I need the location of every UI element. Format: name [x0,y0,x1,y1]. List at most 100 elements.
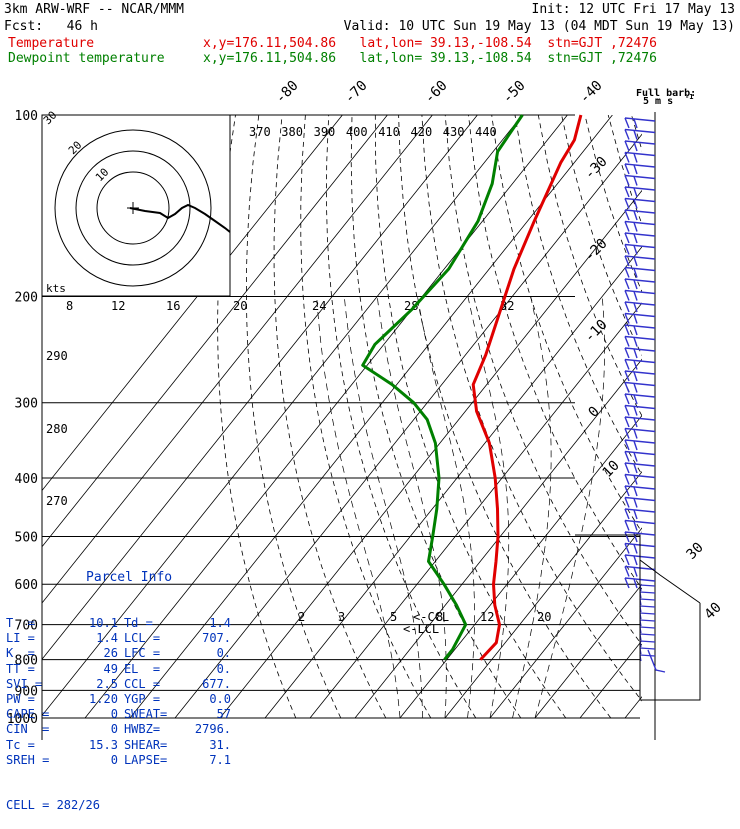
mixing-ratio-label: 12 [480,610,494,624]
wind-barb-icon [648,650,665,672]
wind-barb-icon [625,245,629,255]
wind-barb-icon [625,521,655,524]
wind-barb-icon [625,291,629,301]
isotherm-label: -70 [342,78,371,107]
theta-label: 380 [281,125,303,139]
theta-label: 370 [249,125,271,139]
isotherm-label: -10 [582,317,611,346]
wind-barb-icon [640,606,655,607]
temperature-profile-line [473,115,581,660]
parcel-cell: 1.4 [182,616,231,631]
parcel-cell: T = [6,616,64,631]
wind-barb-icon [625,153,629,163]
theta-label: 440 [475,125,497,139]
wind-barb-icon [625,521,629,531]
parcel-cell: 26 [64,646,118,661]
wind-barb-icon [625,210,655,213]
parcel-cell: 0 [64,707,118,722]
wind-barb-icon [634,292,637,301]
dry-adiabat-line [585,115,740,718]
barb-frame [575,535,700,700]
wind-barb-icon [625,371,655,374]
isotherm-line [580,115,740,718]
wind-barb-icon [625,118,629,128]
wind-barb-icon [625,164,655,167]
wind-barb-icon [625,164,629,174]
wind-barb-icon [625,532,629,542]
wind-barb-icon [625,256,655,259]
wind-barb-icon [640,585,655,586]
parcel-cell: LI = [6,631,64,646]
dry-adiabat-line [538,115,740,718]
wind-barb-icon [634,476,637,485]
moist-adiabat-grid [317,297,605,719]
mixing-ratio-label: 16 [166,299,180,313]
parcel-cell: 1.4 [64,631,118,646]
parcel-cell: LFC = [118,646,182,661]
wind-barb-icon [625,268,629,278]
inset-theta-label: 290 [46,349,68,363]
wind-barb-icon [634,234,637,243]
pressure-tick-label: 300 [15,397,38,412]
wind-barb-icon [625,360,629,370]
wind-barb-icon [640,634,655,635]
parcel-cell: 10.1 [64,616,118,631]
wind-barb-icon [634,211,637,220]
mixing-ratio-label: 12 [111,299,125,313]
theta-label: 430 [443,125,465,139]
isotherm-label: -40 [577,78,606,107]
wind-barb-icon [634,246,637,255]
wind-barb-icon [625,314,655,317]
wind-barb-icon [634,154,637,163]
parcel-cell: 0.0 [182,692,231,707]
wind-barb-icon [634,441,637,450]
wind-barb-icon [640,641,655,642]
wind-barb-icon [634,464,637,473]
wind-barb-icon [625,141,629,151]
wind-barb-icon [625,130,655,133]
wind-barb-icon [640,620,655,621]
isotherm-line [310,115,740,718]
parcel-cell: 707. [182,631,231,646]
isotherm-label: -60 [422,78,451,107]
barb-frame [640,560,700,603]
wind-barb-icon [625,440,655,443]
wind-barb-icon [634,510,637,519]
moist-adiabat-line [535,297,605,719]
wind-barb-icon [640,592,655,593]
parcel-cell: PW = [6,692,64,707]
wind-barb-icon [634,487,637,496]
dry-adiabat-line [274,115,386,718]
parcel-cell: 57 [182,707,231,722]
wind-barb-icon [634,568,637,577]
wind-barb-icon [634,326,637,335]
wind-barb-icon [625,291,655,294]
dry-adiabat-line [725,115,740,718]
wind-barb-icon [634,338,637,347]
wind-barb-icon [625,199,655,202]
wind-barb-icon [634,177,637,186]
wind-barb-icon [625,279,655,282]
dry-adiabat-line [678,115,740,718]
wind-barb-icon [625,279,629,289]
wind-barb-icon [625,498,655,501]
isotherm-label: 10 [600,458,623,481]
wind-barb-icon [625,463,655,466]
wind-barb-icon [634,349,637,358]
wind-barb-icon [625,153,655,156]
parcel-cell: SWEAT= [118,707,182,722]
wind-barb-icon [625,233,629,243]
parcel-cell: SVI = [6,677,64,692]
wind-barb-icon [625,130,629,140]
isotherm-line [220,115,702,718]
wind-barb-icon [640,599,655,600]
wind-barb-icon [625,417,629,427]
wind-barb-icon [634,315,637,324]
